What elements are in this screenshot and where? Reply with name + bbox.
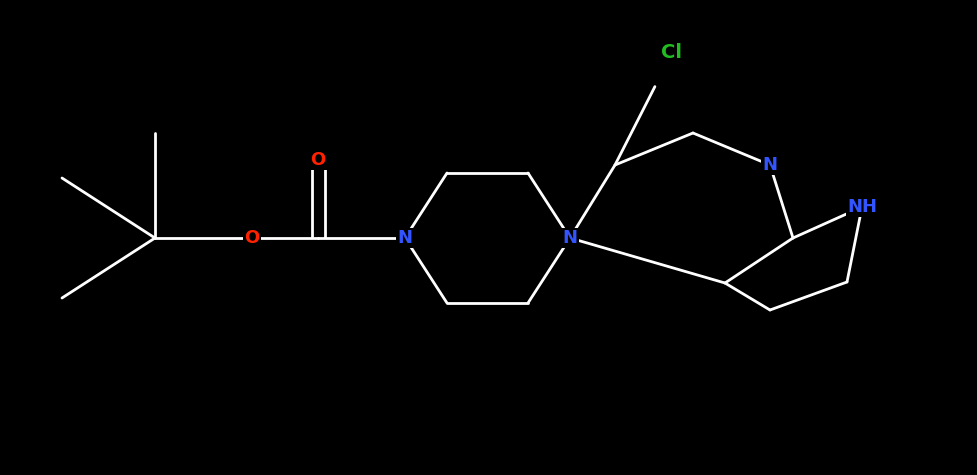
Text: O: O [244,229,260,247]
Text: Cl: Cl [661,44,683,63]
Text: NH: NH [847,198,877,216]
Text: N: N [563,229,577,247]
Text: N: N [762,156,778,174]
Text: N: N [398,229,412,247]
Text: O: O [311,151,325,169]
